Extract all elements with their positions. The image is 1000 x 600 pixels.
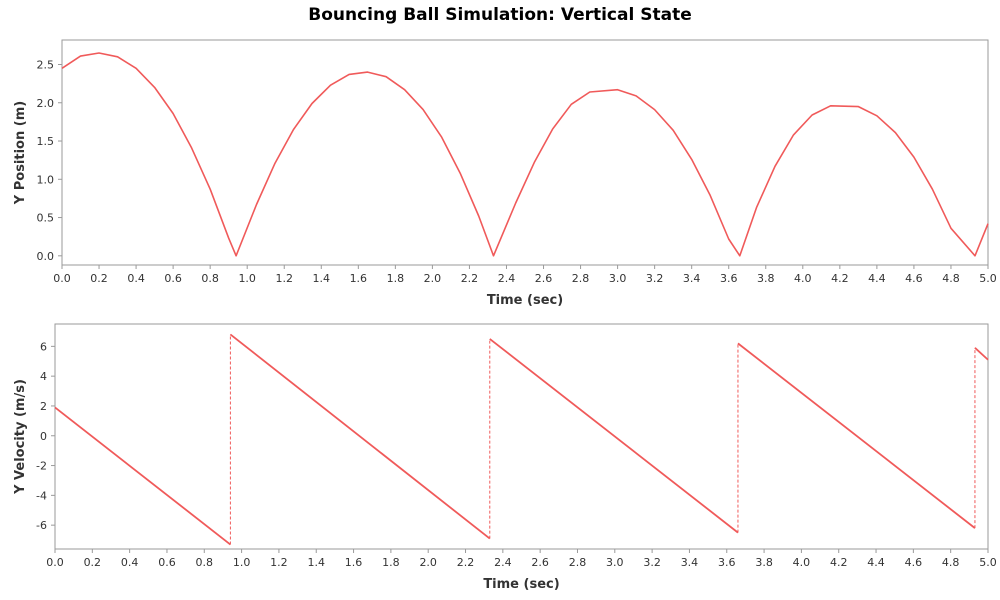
velocity-x-tick-label: 0.4 bbox=[121, 556, 139, 569]
position-y-tick-label: 2.5 bbox=[37, 58, 55, 71]
velocity-y-tick-label: 6 bbox=[40, 340, 47, 353]
velocity-x-tick-label: 0.6 bbox=[158, 556, 176, 569]
position-x-tick-label: 4.6 bbox=[905, 272, 923, 285]
position-y-axis: 0.0 0.5 1.0 1.5 2.0 2.5 bbox=[37, 58, 62, 263]
velocity-x-tick-label: 2.6 bbox=[531, 556, 549, 569]
velocity-x-tick-label: 3.6 bbox=[718, 556, 736, 569]
velocity-x-tick-label: 1.8 bbox=[382, 556, 400, 569]
velocity-y-tick-label: -6 bbox=[36, 519, 47, 532]
velocity-segment bbox=[54, 406, 231, 546]
position-x-tick-label: 0.8 bbox=[201, 272, 219, 285]
velocity-x-tick-label: 1.4 bbox=[307, 556, 325, 569]
velocity-x-tick-label: 0.8 bbox=[196, 556, 214, 569]
position-x-tick-label: 1.8 bbox=[387, 272, 405, 285]
position-x-tick-label: 2.4 bbox=[498, 272, 516, 285]
position-x-tick-label: 3.2 bbox=[646, 272, 664, 285]
position-plot: 0.0 0.5 1.0 1.5 2.0 2.5 0.0 0.2 0.4 0.6 0.8 1.0 1.2… bbox=[13, 39, 997, 308]
position-x-tick-label: 5.0 bbox=[979, 272, 997, 285]
velocity-x-tick-label: 1.0 bbox=[233, 556, 251, 569]
velocity-y-axis-label: Y Velocity (m/s) bbox=[13, 379, 28, 495]
velocity-segment bbox=[974, 347, 989, 361]
velocity-x-tick-label: 3.8 bbox=[755, 556, 773, 569]
velocity-x-tick-label: 5.0 bbox=[979, 556, 997, 569]
position-x-tick-label: 1.0 bbox=[238, 272, 256, 285]
position-x-tick-label: 3.0 bbox=[609, 272, 627, 285]
position-x-tick-label: 3.8 bbox=[757, 272, 775, 285]
velocity-x-tick-label: 4.4 bbox=[867, 556, 885, 569]
position-x-tick-label: 2.6 bbox=[535, 272, 553, 285]
velocity-y-tick-label: 0 bbox=[40, 430, 47, 443]
velocity-y-tick-label: -2 bbox=[36, 460, 47, 473]
velocity-segment bbox=[489, 338, 739, 534]
position-x-tick-label: 0.2 bbox=[90, 272, 108, 285]
position-x-tick-label: 3.4 bbox=[683, 272, 701, 285]
velocity-segment bbox=[737, 342, 976, 529]
position-x-tick-label: 4.8 bbox=[942, 272, 960, 285]
velocity-x-tick-label: 3.4 bbox=[681, 556, 699, 569]
velocity-x-tick-label: 1.6 bbox=[345, 556, 363, 569]
velocity-series-lines bbox=[54, 333, 989, 546]
position-x-tick-label: 1.4 bbox=[313, 272, 331, 285]
position-y-axis-label: Y Position (m) bbox=[13, 101, 28, 205]
velocity-y-tick-label: 2 bbox=[40, 400, 47, 413]
position-y-tick-label: 0.0 bbox=[37, 250, 55, 263]
velocity-x-tick-label: 0.0 bbox=[46, 556, 64, 569]
velocity-x-axis-label: Time (sec) bbox=[483, 577, 559, 592]
velocity-x-tick-label: 2.8 bbox=[569, 556, 587, 569]
velocity-x-tick-label: 0.2 bbox=[84, 556, 102, 569]
position-x-tick-label: 4.0 bbox=[794, 272, 812, 285]
velocity-segment bbox=[229, 333, 491, 540]
velocity-plot: -6 -4 -2 0 2 4 6 0.0 0.2 0.4 0.6 0.8 1.0 1.2 1.4 1.6 1.… bbox=[13, 323, 997, 592]
position-series-line bbox=[61, 52, 989, 257]
position-x-tick-label: 0.0 bbox=[53, 272, 71, 285]
velocity-x-tick-label: 3.2 bbox=[643, 556, 661, 569]
velocity-x-tick-label: 4.6 bbox=[905, 556, 923, 569]
velocity-y-axis: -6 -4 -2 0 2 4 6 bbox=[36, 340, 55, 532]
position-x-tick-label: 4.4 bbox=[868, 272, 886, 285]
position-x-axis-label: Time (sec) bbox=[487, 293, 563, 308]
position-y-tick-label: 1.5 bbox=[37, 135, 55, 148]
velocity-x-tick-label: 2.0 bbox=[419, 556, 437, 569]
position-x-tick-label: 1.2 bbox=[275, 272, 293, 285]
velocity-y-tick-label: -4 bbox=[36, 489, 47, 502]
position-x-tick-label: 0.6 bbox=[164, 272, 182, 285]
position-plot-frame bbox=[61, 39, 989, 266]
velocity-x-tick-label: 3.0 bbox=[606, 556, 624, 569]
position-x-tick-label: 2.0 bbox=[424, 272, 442, 285]
velocity-x-tick-label: 4.2 bbox=[830, 556, 848, 569]
velocity-x-tick-label: 4.8 bbox=[942, 556, 960, 569]
velocity-x-axis: 0.0 0.2 0.4 0.6 0.8 1.0 1.2 1.4 1.6 1.8 2.0 2.2 2.4 2… bbox=[46, 549, 997, 569]
velocity-x-tick-label: 2.4 bbox=[494, 556, 512, 569]
position-x-tick-label: 4.2 bbox=[831, 272, 849, 285]
velocity-x-tick-label: 2.2 bbox=[457, 556, 475, 569]
position-x-tick-label: 2.2 bbox=[461, 272, 479, 285]
position-x-tick-label: 1.6 bbox=[350, 272, 368, 285]
position-x-tick-label: 3.6 bbox=[720, 272, 738, 285]
position-y-tick-label: 1.0 bbox=[37, 173, 55, 186]
position-x-tick-label: 0.4 bbox=[127, 272, 145, 285]
position-x-tick-label: 2.8 bbox=[572, 272, 590, 285]
velocity-y-tick-label: 4 bbox=[40, 370, 47, 383]
velocity-x-tick-label: 4.0 bbox=[793, 556, 811, 569]
velocity-x-tick-label: 1.2 bbox=[270, 556, 288, 569]
position-x-axis: 0.0 0.2 0.4 0.6 0.8 1.0 1.2 1.4 1.6 1.8 2.0 2.2 2.4 2… bbox=[53, 265, 997, 285]
position-y-tick-label: 0.5 bbox=[37, 212, 55, 225]
velocity-plot-frame bbox=[54, 323, 989, 550]
position-y-tick-label: 2.0 bbox=[37, 97, 55, 110]
chart-title: Bouncing Ball Simulation: Vertical State bbox=[308, 5, 692, 25]
